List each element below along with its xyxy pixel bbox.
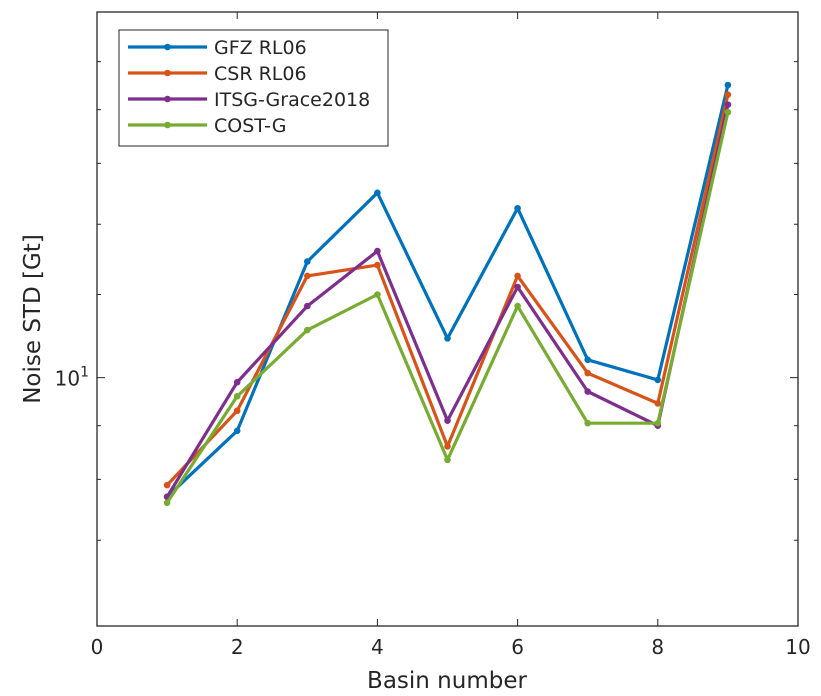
data-point xyxy=(654,400,662,407)
data-point xyxy=(514,302,521,310)
data-point xyxy=(584,388,591,395)
legend-swatch-marker xyxy=(164,69,171,77)
data-point xyxy=(304,258,311,265)
x-tick-labels: 0 2 4 6 8 10 xyxy=(91,635,811,659)
legend-label: CSR RL06 xyxy=(214,63,307,85)
y-axis-label: Noise STD [Gt] xyxy=(20,234,46,404)
data-point xyxy=(233,378,241,386)
legend-entry: ITSG-Grace2018 xyxy=(128,89,370,111)
series-layer xyxy=(163,81,732,507)
data-point xyxy=(374,189,381,197)
x-tick-label: 2 xyxy=(231,635,244,659)
y-tick-label-base: 10 xyxy=(55,367,80,391)
y-tick-label-exponent: 1 xyxy=(80,365,89,381)
data-point xyxy=(654,376,662,384)
legend-swatch-marker xyxy=(164,43,171,51)
x-tick-label: 0 xyxy=(91,635,104,659)
data-point xyxy=(444,443,451,450)
data-point xyxy=(514,204,521,212)
data-point xyxy=(444,417,451,424)
series-itsg-grace2018 xyxy=(163,101,732,501)
data-point xyxy=(584,356,591,364)
x-tick-label: 4 xyxy=(371,635,384,659)
data-point xyxy=(163,481,171,489)
legend-swatch-marker xyxy=(164,121,171,129)
x-tick-label: 6 xyxy=(511,635,524,659)
series-csr-rl06 xyxy=(163,91,732,489)
legend-swatch-marker xyxy=(164,95,171,103)
legend-box xyxy=(118,29,389,147)
data-point xyxy=(584,419,591,427)
legend-entry: COST-G xyxy=(128,115,286,137)
y-tick-label: 101 xyxy=(55,365,89,391)
plot-frame xyxy=(96,11,799,627)
data-point xyxy=(584,369,591,377)
data-point xyxy=(444,335,451,342)
data-point xyxy=(233,427,241,435)
data-point xyxy=(514,272,521,280)
legend-label: GFZ RL06 xyxy=(214,37,307,59)
data-point xyxy=(724,101,732,108)
legend-entries: GFZ RL06 CSR RL06 ITSG-Grace2018 COST-G xyxy=(128,37,370,137)
data-point xyxy=(304,326,311,334)
data-point xyxy=(724,81,732,89)
legend-entry: GFZ RL06 xyxy=(128,37,307,59)
data-point xyxy=(724,91,732,99)
data-point xyxy=(374,291,381,298)
x-axis-label: Basin number xyxy=(367,668,527,694)
x-tick-label: 10 xyxy=(785,635,810,659)
legend: GFZ RL06 CSR RL06 ITSG-Grace2018 COST-G xyxy=(118,29,389,147)
data-point xyxy=(654,419,662,427)
legend-label: ITSG-Grace2018 xyxy=(214,89,370,111)
data-point xyxy=(724,108,732,116)
data-point xyxy=(514,283,521,291)
data-point xyxy=(304,302,311,310)
data-point xyxy=(304,272,311,280)
data-point xyxy=(163,499,171,507)
data-point xyxy=(233,407,241,415)
data-point xyxy=(374,247,381,255)
data-point xyxy=(374,261,381,269)
y-tick-labels: 101 xyxy=(55,365,89,391)
x-tick-label: 8 xyxy=(651,635,664,659)
series-cost-g xyxy=(163,108,732,507)
data-point xyxy=(444,456,451,464)
legend-label: COST-G xyxy=(214,115,286,137)
data-point xyxy=(233,392,241,400)
legend-entry: CSR RL06 xyxy=(128,63,307,85)
